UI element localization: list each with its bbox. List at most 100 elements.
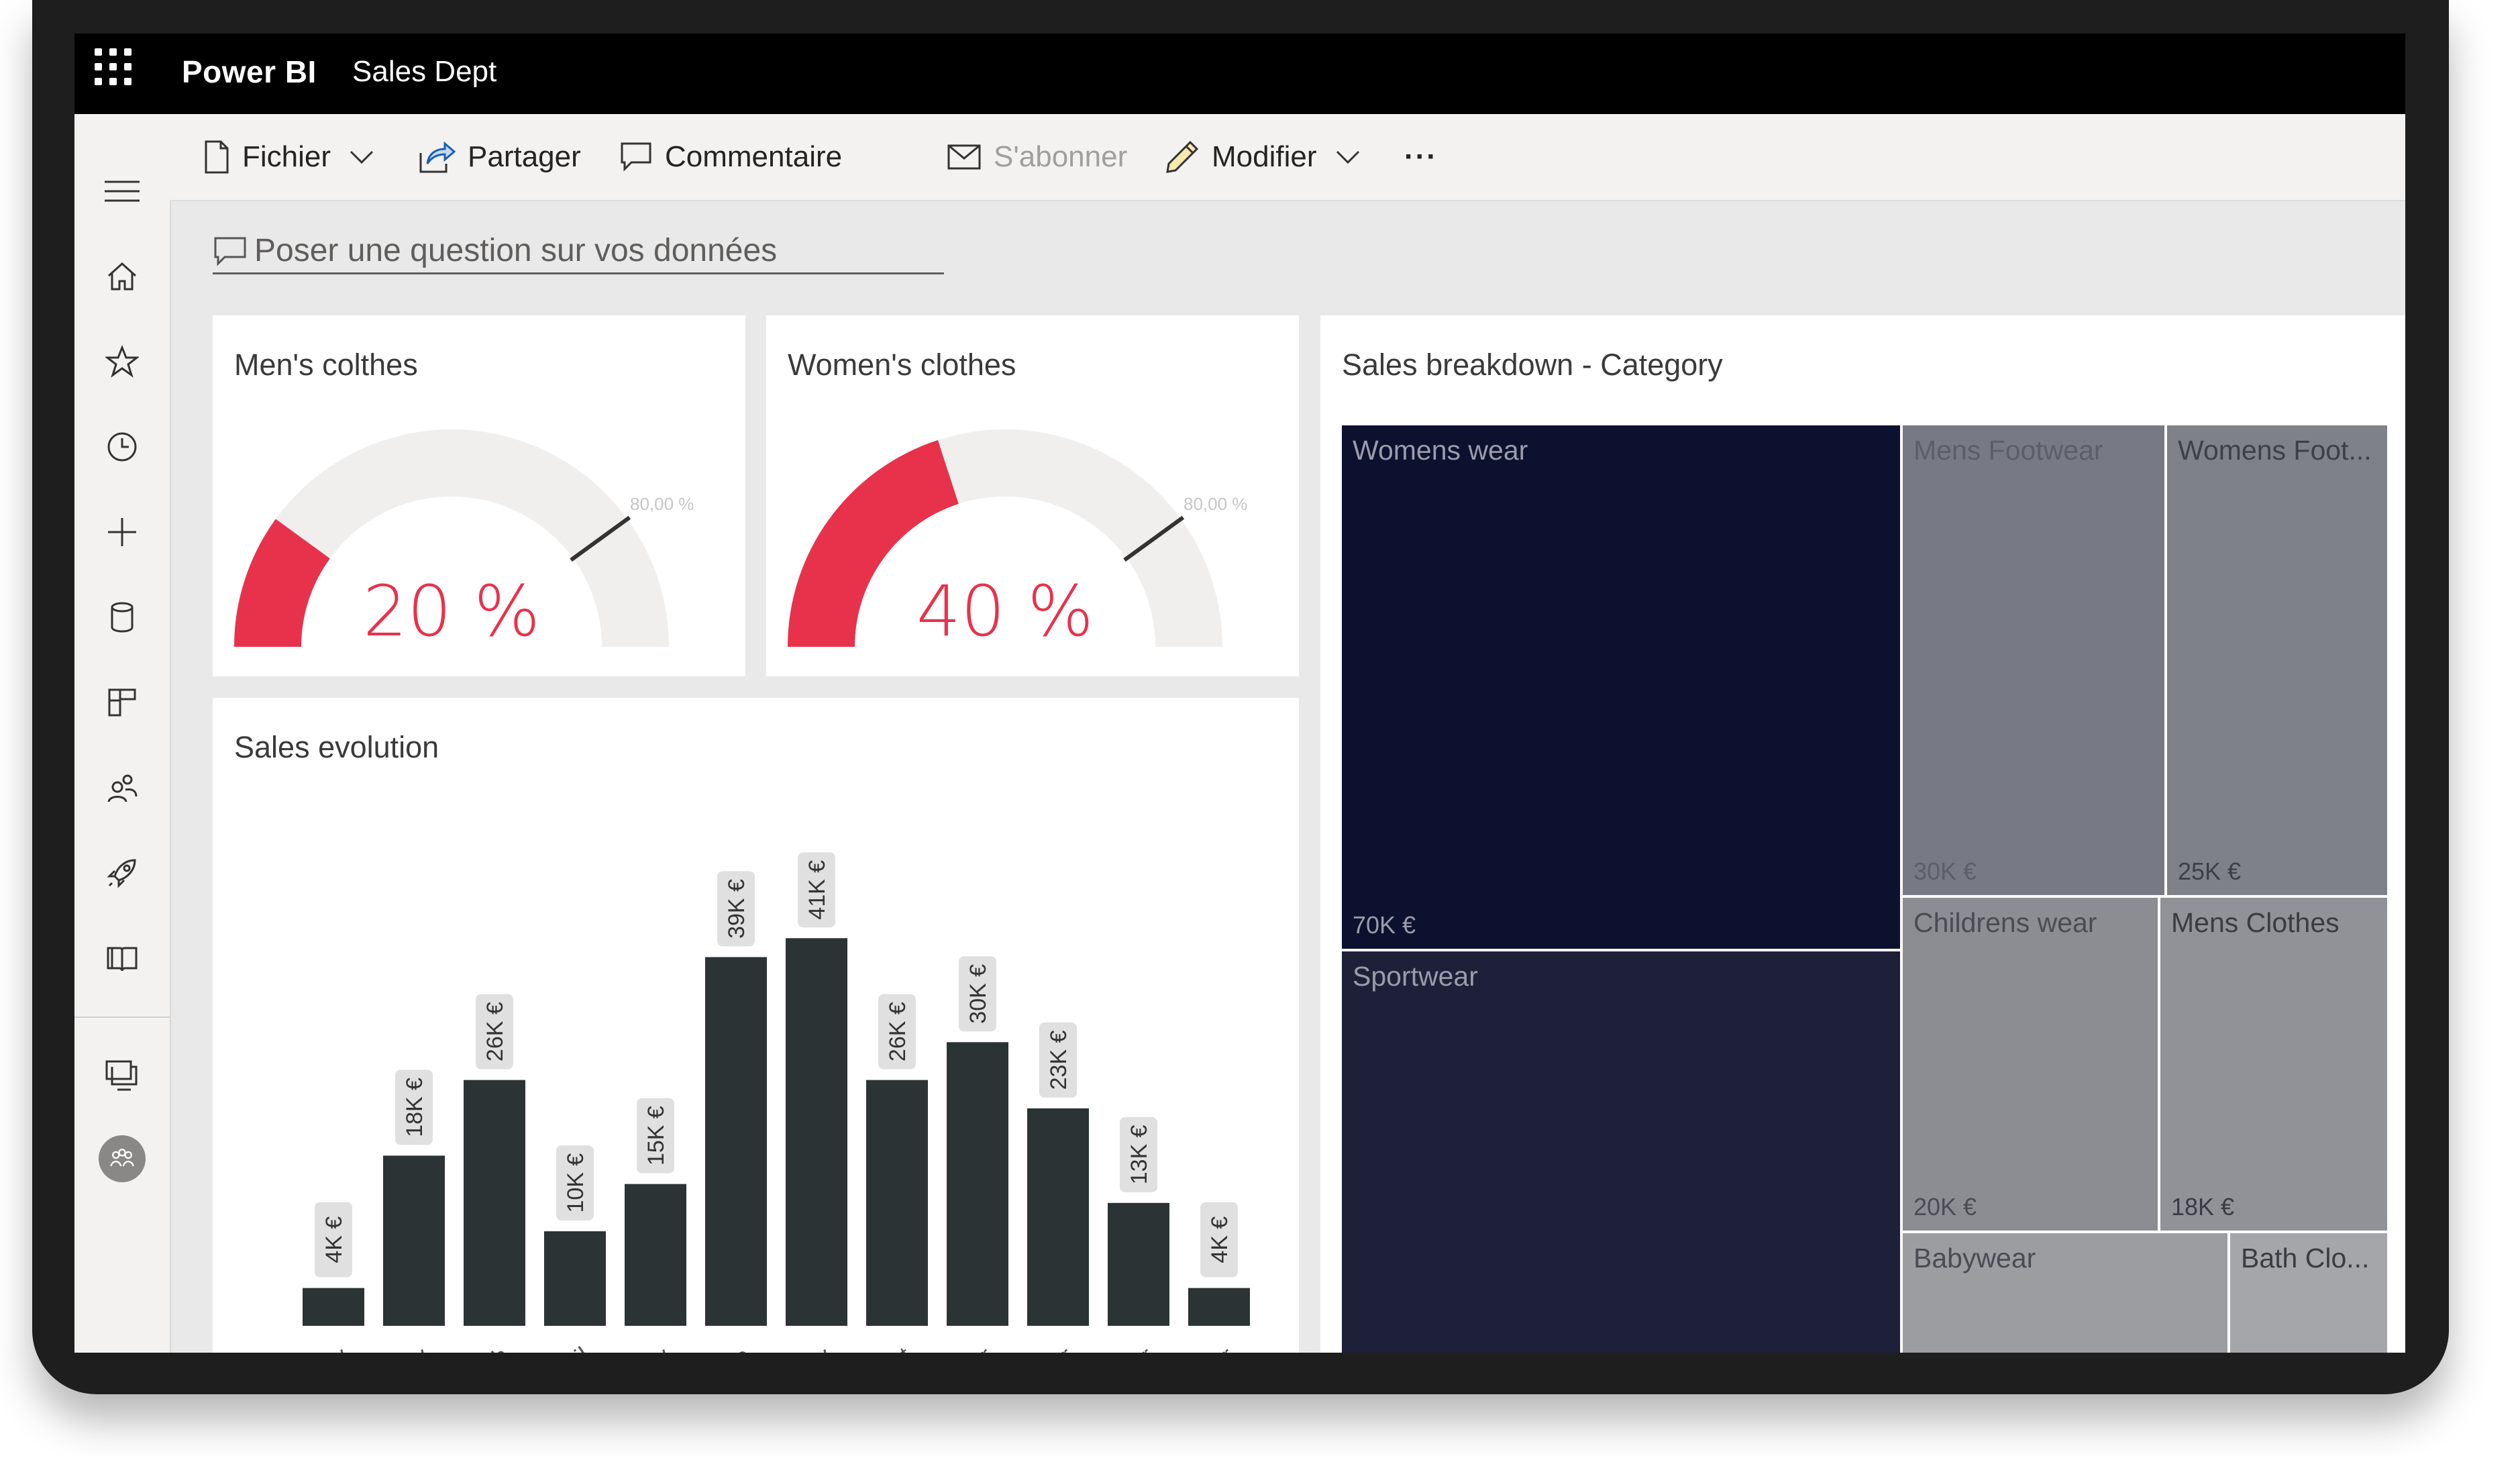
sales-breakdown-card[interactable]: Sales breakdown - Category Womens wear 7… [1320,315,2405,1353]
gauge-title: Women's clothes [788,348,1016,382]
tile-value: 25K € [2178,857,2242,885]
qa-placeholder: Poser une question sur vos données [254,232,778,268]
tile-label: Mens Clothes [2171,907,2340,938]
tile-value: 20K € [1913,1193,1977,1220]
edit-menu-button[interactable]: Modifier [1165,137,1360,177]
bar-august[interactable] [866,1080,928,1326]
share-label: Partager [468,140,581,173]
data-label: 30K € [965,964,991,1024]
file-menu-button[interactable]: Fichier [203,137,374,177]
gauge-title: Men's colthes [234,348,418,382]
gauge-target-line [1123,515,1185,562]
bar-march[interactable] [464,1080,525,1326]
x-tick-label: ember [925,1341,996,1353]
gauge-value-arc [788,439,959,647]
treemap-title: Sales breakdown - Category [1342,348,1723,382]
gauge-target-label: 80,00 % [630,494,694,514]
bar-february[interactable] [383,1155,445,1326]
x-tick-label: April [539,1341,594,1353]
treemap-tile[interactable]: Babywear [1903,1233,2227,1353]
bar-november[interactable] [1108,1202,1169,1326]
bar-chart: 4K € nuary 18K € bruary 26K € March 10K € April… [287,852,1250,1353]
gauge-chart [234,429,669,647]
comment-button[interactable]: Commentaire [619,137,842,177]
menu-icon[interactable] [99,168,146,215]
share-button[interactable]: Partager [418,137,581,177]
apps-icon[interactable] [99,679,146,726]
app-screen: Power BI Sales Dept [74,34,2405,1353]
data-label: 26K € [885,1002,910,1061]
qa-input[interactable]: Poser une question sur vos données [213,228,944,274]
more-options-button[interactable]: ··· [1404,140,1438,173]
rocket-icon[interactable] [99,849,146,896]
data-label: 4K € [1207,1216,1232,1263]
data-label-pill [315,1202,352,1278]
app-launcher-icon[interactable] [95,48,135,89]
data-label: 13K € [1126,1125,1152,1184]
rail-divider [74,1017,170,1018]
x-tick-label: ember [1166,1341,1238,1353]
left-nav-rail [74,114,171,1353]
x-tick-label: June [696,1341,755,1353]
sales-evolution-card[interactable]: Sales evolution 4K € nuary 18K € bruary 26K … [213,698,1299,1353]
data-label-pill [717,871,755,947]
app-title[interactable]: Power BI [182,54,317,89]
bar-april[interactable] [544,1231,606,1326]
bar-june[interactable] [705,957,767,1326]
x-tick-label: nuary [287,1341,352,1353]
comment-icon [214,237,246,266]
star-icon[interactable] [99,338,146,385]
data-label: 18K € [402,1078,427,1137]
book-icon[interactable] [99,935,146,982]
treemap-tile[interactable]: Sportwear [1342,951,1900,1353]
tile-label: Womens Foot... [2178,435,2372,466]
chevron-down-icon [350,150,374,164]
data-label-pill [959,956,996,1032]
data-label: 26K € [482,1002,508,1061]
treemap-tile[interactable]: Bath Clo... [2230,1233,2387,1353]
clock-icon[interactable] [99,423,146,470]
data-label-pill [1039,1022,1077,1098]
data-label: 10K € [563,1153,588,1213]
database-icon[interactable] [99,594,146,641]
treemap-tile[interactable]: Childrens wear 20K € [1903,898,2158,1231]
plus-icon[interactable] [99,509,146,556]
workspace-name[interactable]: Sales Dept [352,55,497,88]
share-icon [419,141,456,173]
x-tick-label: bruary [361,1341,433,1353]
workspaces-icon[interactable] [99,1051,146,1098]
mail-icon [947,144,981,170]
bar-september[interactable] [947,1042,1008,1326]
x-tick-label: March [443,1341,513,1353]
treemap-tile[interactable]: Mens Footwear 30K € [1903,425,2164,895]
gauge-card-mens[interactable]: Men's colthes 80,00 % 20 % [213,315,745,676]
document-icon [205,140,229,174]
treemap-tile[interactable]: Womens wear 70K € [1342,425,1900,949]
tile-label: Mens Footwear [1913,435,2103,466]
gauge-card-womens[interactable]: Women's clothes 80,00 % 40 % [766,315,1299,676]
tile-value: 70K € [1353,911,1416,939]
bar-january[interactable] [303,1288,364,1326]
tile-label: Bath Clo... [2241,1243,2370,1273]
x-tick-label: May [621,1341,674,1353]
tile-label: Womens wear [1353,435,1528,466]
treemap-tile[interactable]: Womens Foot... 25K € [2167,425,2387,895]
data-label-pill [798,852,835,928]
x-tick-label: ctober [1006,1341,1077,1353]
tile-label: Babywear [1913,1243,2036,1273]
edit-menu-label: Modifier [1212,140,1317,173]
bar-may[interactable] [625,1184,686,1326]
bar-december[interactable] [1188,1288,1250,1326]
x-tick-label: August [839,1341,916,1353]
home-icon[interactable] [99,253,146,300]
bar-october[interactable] [1027,1108,1089,1326]
subscribe-button[interactable]: S'abonner [947,137,1127,177]
subscribe-label: S'abonner [994,140,1128,173]
bar-july[interactable] [786,938,847,1326]
avatar-icon[interactable] [99,1135,146,1182]
data-label: 15K € [643,1106,669,1165]
data-label: 4K € [321,1216,347,1263]
treemap-tile[interactable]: Mens Clothes 18K € [2160,898,2387,1231]
data-label: 39K € [724,879,749,939]
people-icon[interactable] [99,764,146,811]
